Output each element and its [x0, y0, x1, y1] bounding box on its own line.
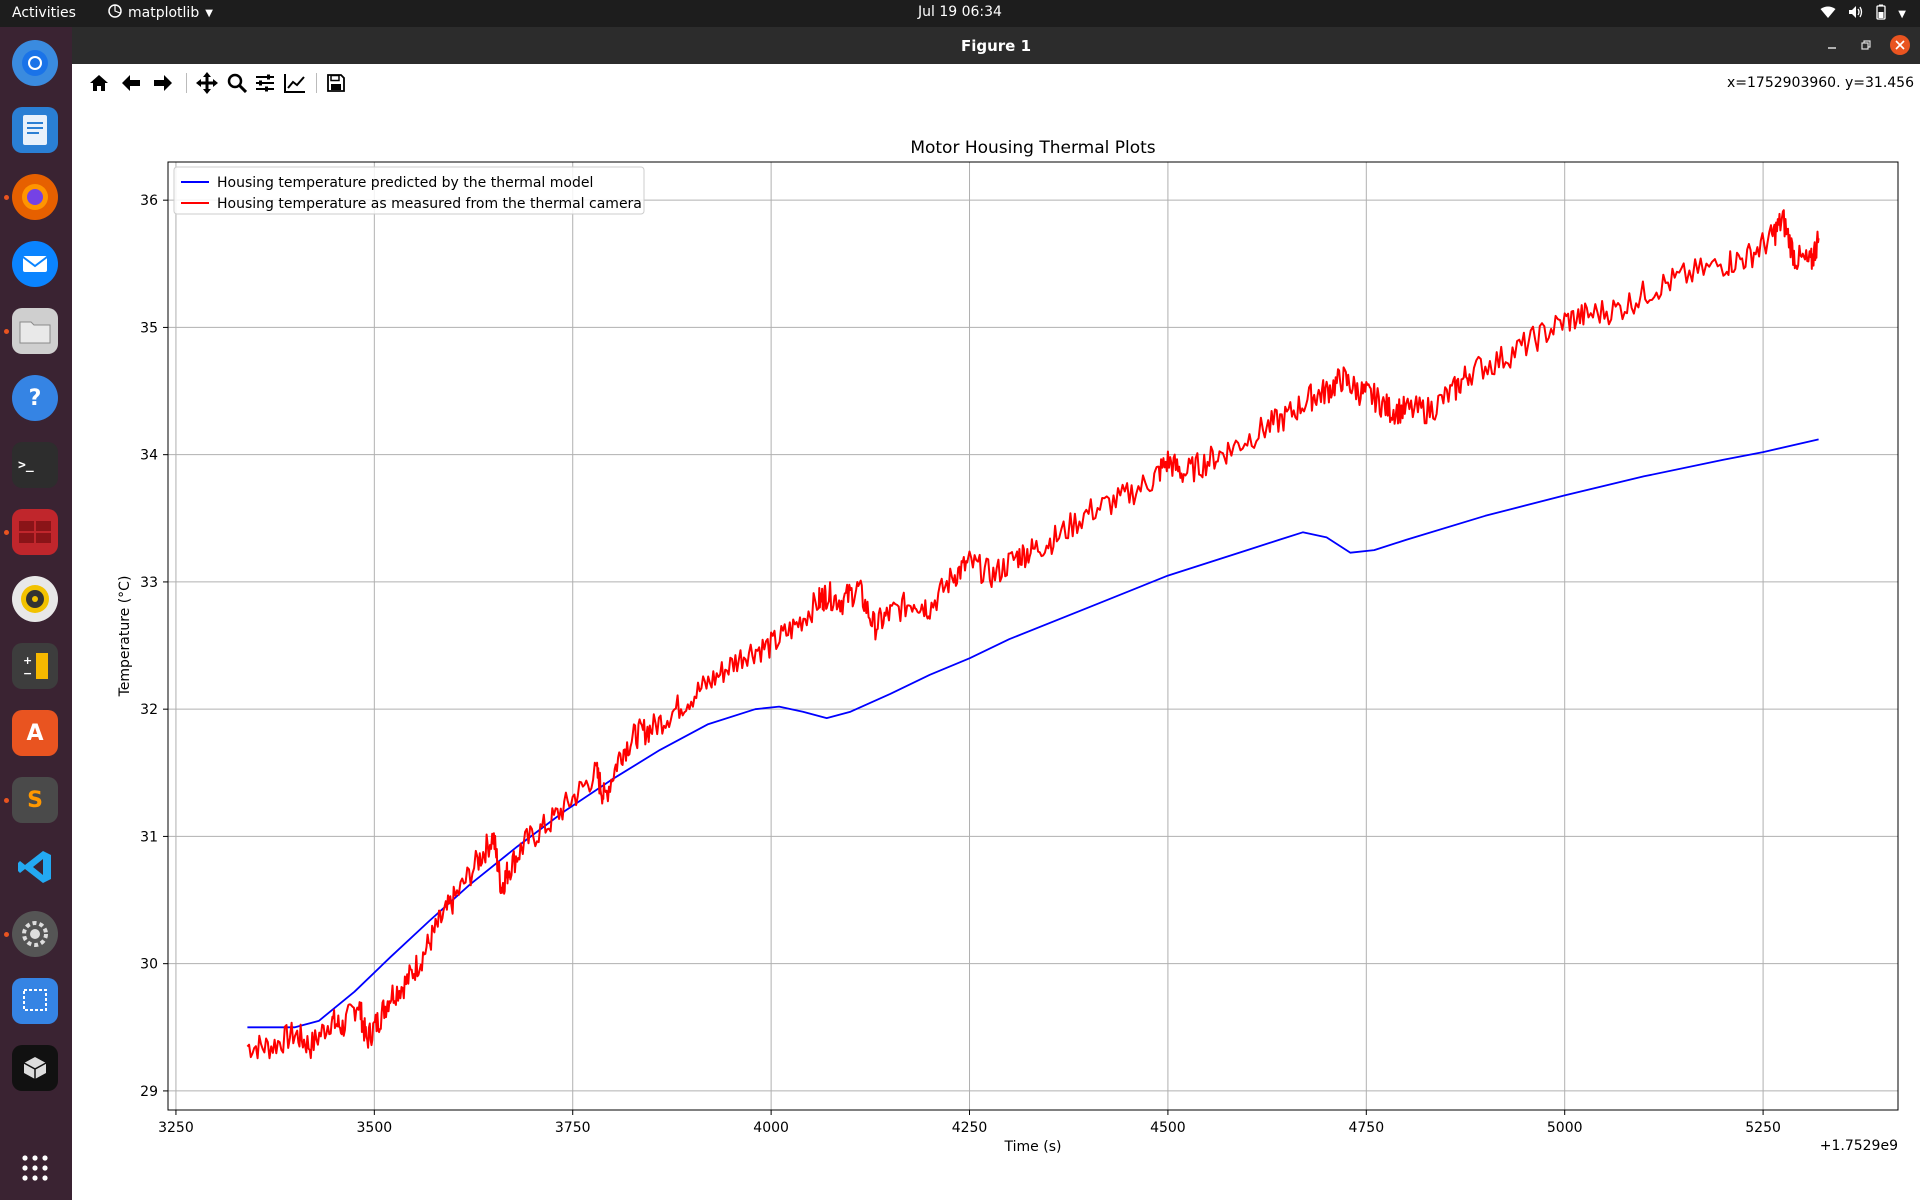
- edit-axis-icon[interactable]: [282, 71, 308, 95]
- x-tick-label: 3500: [357, 1120, 393, 1136]
- restore-icon[interactable]: [1856, 35, 1876, 55]
- figure-toolbar: x=1752903960. y=31.456: [72, 64, 1920, 103]
- tick-marks: 3250 3500 3750 4000 4250 4500 4750 5000 5250 29 30…: [140, 193, 1781, 1136]
- pan-icon[interactable]: [194, 71, 220, 95]
- x-tick-label: 5250: [1745, 1120, 1781, 1136]
- cursor-coordinates: x=1752903960. y=31.456: [1727, 75, 1914, 91]
- x-tick-label: 3750: [555, 1120, 591, 1136]
- y-tick-label: 35: [140, 320, 158, 336]
- x-axis-label: Time (s): [1004, 1139, 1062, 1155]
- zoom-icon[interactable]: [224, 71, 250, 95]
- activities-button[interactable]: Activities: [12, 5, 76, 21]
- rhythmbox-icon[interactable]: [12, 576, 58, 622]
- running-indicator: [4, 195, 9, 200]
- axes-frame: [167, 161, 1899, 1111]
- window-title: Figure 1: [960, 37, 1032, 55]
- sublime-text-icon[interactable]: S: [12, 777, 58, 823]
- clock[interactable]: Jul 19 06:34: [918, 4, 1002, 20]
- firefox-icon[interactable]: [12, 174, 58, 220]
- libreoffice-writer-icon[interactable]: [12, 107, 58, 153]
- window-title-bar[interactable]: Figure 1: [72, 27, 1920, 64]
- save-icon[interactable]: [323, 71, 349, 95]
- help-icon[interactable]: ?: [12, 375, 58, 421]
- measured-temperature-line: [246, 209, 1820, 1060]
- thunderbird-icon[interactable]: [12, 241, 58, 287]
- toolbar-separator: [186, 73, 187, 93]
- home-icon[interactable]: [86, 71, 112, 95]
- calculator-icon[interactable]: + −: [12, 643, 58, 689]
- y-tick-label: 34: [140, 448, 158, 464]
- svg-text:−: −: [23, 667, 32, 680]
- svg-text:+: +: [23, 654, 32, 667]
- minimize-icon[interactable]: [1822, 35, 1842, 55]
- app-menu[interactable]: matplotlib ▼: [108, 4, 213, 22]
- y-tick-label: 30: [140, 957, 158, 973]
- y-tick-label: 36: [140, 193, 158, 209]
- x-axis-offset-label: +1.7529e9: [1820, 1138, 1898, 1154]
- app-icon: [108, 4, 122, 22]
- running-indicator: [4, 329, 9, 334]
- x-tick-label: 4250: [952, 1120, 988, 1136]
- files-icon[interactable]: [12, 308, 58, 354]
- x-tick-label: 3250: [158, 1120, 194, 1136]
- screenshot-icon[interactable]: [12, 978, 58, 1024]
- show-apps-icon[interactable]: [12, 1145, 58, 1191]
- y-axis-label: Temperature (°C): [117, 576, 133, 698]
- x-tick-label: 5000: [1547, 1120, 1583, 1136]
- legend[interactable]: Housing temperature predicted by the the…: [173, 166, 645, 215]
- wifi-icon: [1820, 6, 1836, 23]
- figure-background: [72, 102, 1920, 1200]
- y-tick-label: 33: [140, 575, 158, 591]
- chart-title: Motor Housing Thermal Plots: [910, 138, 1155, 158]
- back-icon[interactable]: [118, 71, 144, 95]
- legend-label: Housing temperature as measured from the…: [217, 196, 642, 212]
- toolbar-separator: [316, 73, 317, 93]
- x-tick-label: 4000: [753, 1120, 789, 1136]
- running-indicator: [4, 798, 9, 803]
- chromium-icon[interactable]: [12, 40, 58, 86]
- chevron-down-icon: ▼: [1898, 8, 1906, 20]
- workspace-icon[interactable]: [12, 509, 58, 555]
- data-lines: [246, 209, 1820, 1060]
- configure-subplots-icon[interactable]: [252, 71, 278, 95]
- running-indicator: [4, 932, 9, 937]
- y-tick-label: 32: [140, 702, 158, 718]
- figure-canvas[interactable]: 3250 3500 3750 4000 4250 4500 4750 5000 5250 29 30…: [72, 102, 1920, 1200]
- battery-icon: [1876, 4, 1886, 24]
- vscode-icon[interactable]: [12, 844, 58, 890]
- legend-box: [173, 166, 645, 215]
- volume-icon: [1848, 5, 1864, 23]
- chevron-down-icon: ▼: [205, 7, 213, 19]
- app-name: matplotlib: [128, 5, 200, 21]
- settings-icon[interactable]: [12, 911, 58, 957]
- grid: [168, 162, 1898, 1110]
- predicted-temperature-line: [247, 438, 1819, 1029]
- y-tick-label: 31: [140, 829, 158, 845]
- y-tick-label: 29: [140, 1084, 158, 1100]
- close-icon[interactable]: [1890, 35, 1910, 55]
- top-bar: Activities matplotlib ▼ Jul 19 06:34 ▼: [0, 0, 1920, 27]
- legend-label: Housing temperature predicted by the the…: [217, 175, 593, 191]
- package-icon[interactable]: [12, 1045, 58, 1091]
- running-indicator: [4, 530, 9, 535]
- system-tray[interactable]: ▼: [1820, 4, 1906, 24]
- terminal-icon[interactable]: >_: [12, 442, 58, 488]
- forward-icon[interactable]: [150, 71, 176, 95]
- x-tick-label: 4500: [1150, 1120, 1186, 1136]
- app-center-icon[interactable]: A: [12, 710, 58, 756]
- dock: ? >_ + − A S: [0, 27, 72, 1200]
- x-tick-label: 4750: [1348, 1120, 1384, 1136]
